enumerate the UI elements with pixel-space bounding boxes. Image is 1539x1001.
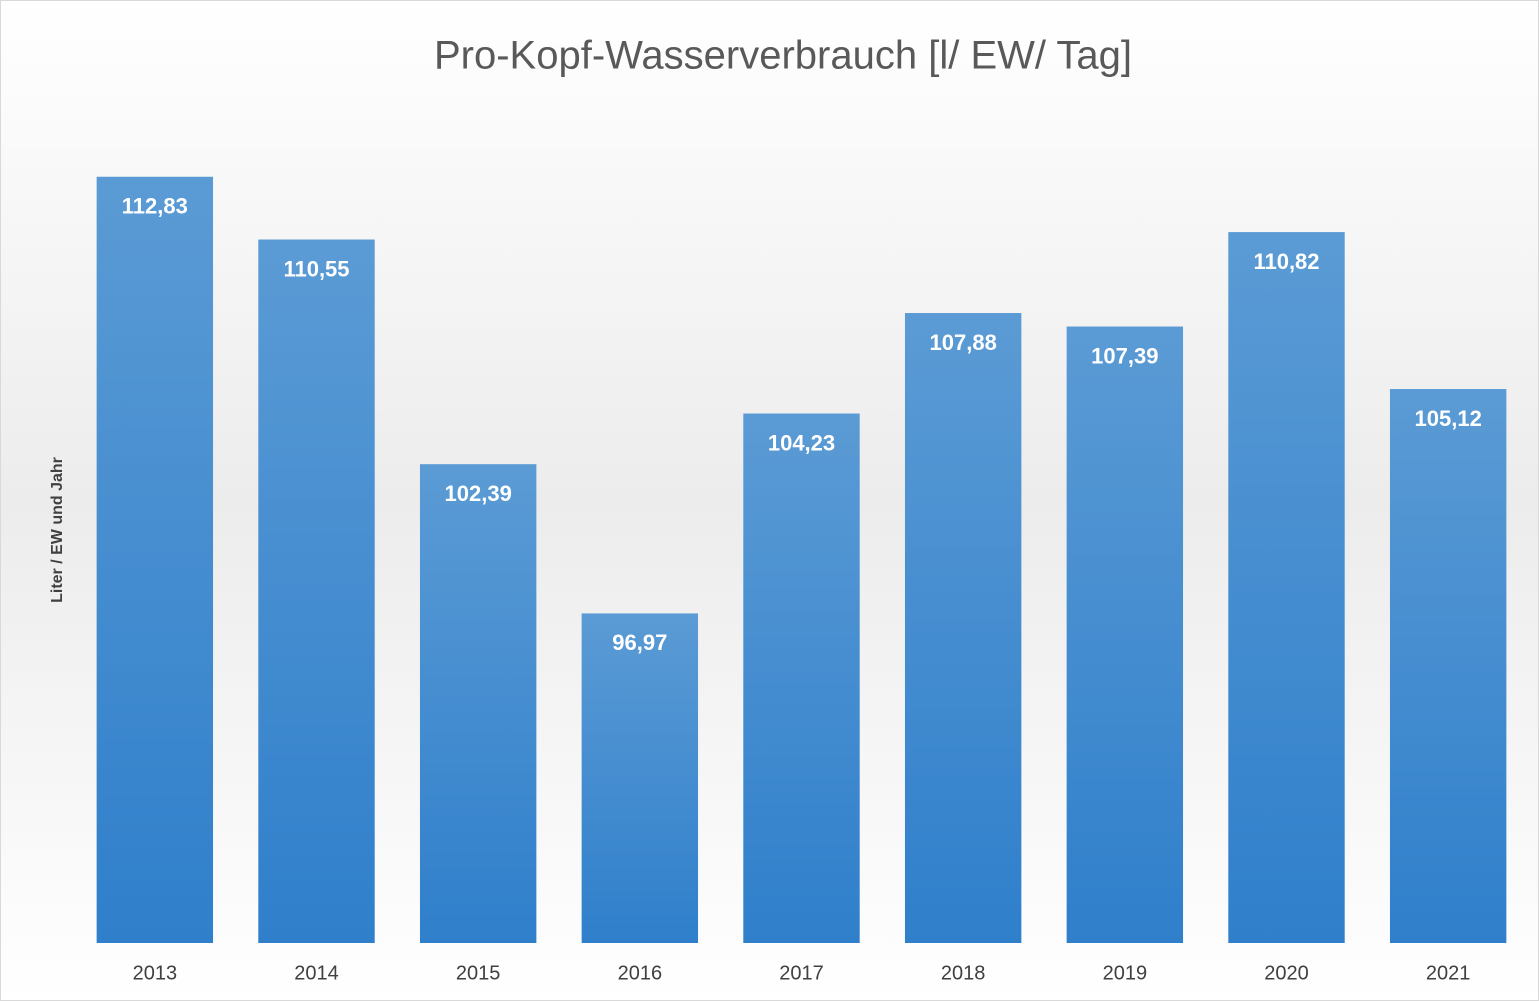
y-axis-label: Liter / EW und Jahr: [49, 457, 66, 603]
data-label: 104,23: [768, 430, 835, 455]
x-tick-label: 2015: [456, 962, 501, 984]
x-tick-label: 2019: [1103, 962, 1148, 984]
data-label: 107,39: [1091, 343, 1158, 368]
data-label: 110,55: [283, 256, 349, 281]
bar: [258, 239, 375, 944]
data-label: 96,97: [612, 630, 667, 655]
bar: [904, 313, 1022, 943]
bar: [1228, 232, 1345, 943]
bar: [743, 413, 860, 943]
chart-title: Pro-Kopf-Wasserverbrauch [l/ EW/ Tag]: [434, 34, 1132, 78]
bar: [419, 464, 537, 943]
bar: [581, 613, 699, 943]
x-tick-label: 2018: [941, 962, 986, 984]
data-label: 107,88: [930, 330, 997, 355]
x-tick-label: 2020: [1264, 962, 1309, 984]
x-tick-label: 2021: [1426, 962, 1471, 984]
bar: [1066, 326, 1184, 943]
data-label: 112,83: [122, 194, 188, 219]
x-tick-label: 2013: [133, 962, 178, 984]
data-label: 102,39: [445, 481, 512, 506]
x-tick-label: 2014: [294, 962, 339, 984]
data-label: 105,12: [1415, 406, 1482, 431]
bar: [96, 176, 214, 944]
x-tick-label: 2017: [779, 962, 824, 984]
x-tick-label: 2016: [618, 962, 663, 984]
data-label: 110,82: [1253, 249, 1319, 274]
bar: [1389, 389, 1507, 944]
